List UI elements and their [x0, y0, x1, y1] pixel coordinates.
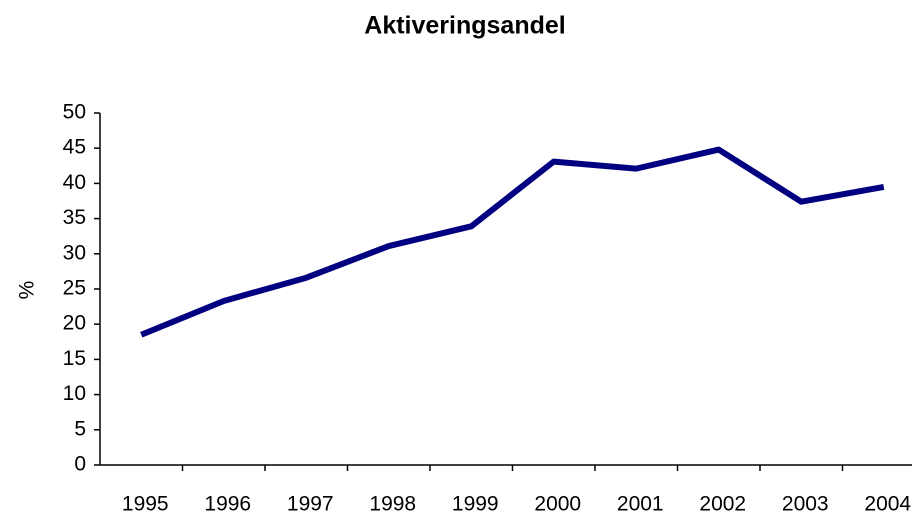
y-tick-label: 45	[63, 136, 86, 159]
data-line	[140, 146, 885, 338]
x-tick-label: 1996	[204, 493, 251, 516]
x-tick-label: 2001	[617, 493, 664, 516]
y-tick-label: 50	[63, 101, 86, 124]
x-tick-label: 1998	[369, 493, 416, 516]
x-tick-label: 1999	[452, 493, 499, 516]
y-tick-label: 15	[63, 347, 86, 370]
y-tick-label: 35	[63, 206, 86, 229]
x-tick-label: 1995	[122, 493, 169, 516]
x-tick-label: 1997	[287, 493, 334, 516]
y-tick-label: 20	[63, 312, 86, 335]
chart-title: Aktiveringsandel	[364, 12, 565, 40]
y-tick-label: 40	[63, 171, 86, 194]
y-tick-label: 5	[74, 417, 86, 440]
x-tick-label: 2000	[534, 493, 581, 516]
y-tick-label: 25	[63, 277, 86, 300]
x-tick-label: 2004	[864, 493, 911, 516]
y-axis-label: %	[16, 281, 39, 300]
y-tick-label: 30	[63, 241, 86, 264]
x-tick-label: 2003	[782, 493, 829, 516]
y-tick-label: 10	[63, 382, 86, 405]
y-tick-label: 0	[74, 453, 86, 476]
x-tick-label: 2002	[699, 493, 746, 516]
